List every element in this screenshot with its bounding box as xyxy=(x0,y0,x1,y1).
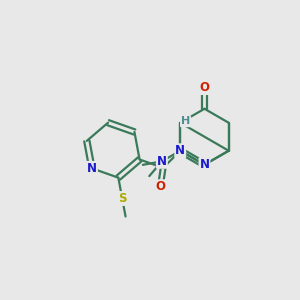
Text: N: N xyxy=(175,144,185,157)
Text: N: N xyxy=(200,158,209,171)
Text: O: O xyxy=(200,81,209,94)
Text: S: S xyxy=(118,192,127,205)
Text: N: N xyxy=(157,155,167,168)
Text: O: O xyxy=(155,180,165,193)
Text: H: H xyxy=(181,116,190,126)
Text: N: N xyxy=(87,162,97,175)
